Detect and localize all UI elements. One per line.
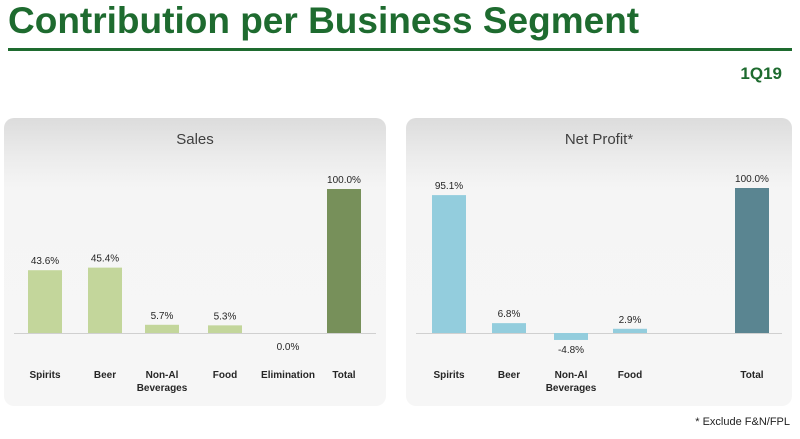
sales-category-label-elimination: Elimination bbox=[261, 370, 315, 381]
profit-category-label-spirits: Spirits bbox=[433, 370, 465, 381]
profit-bar-non-al-beverages bbox=[554, 333, 588, 340]
profit-data-label-total: 100.0% bbox=[735, 174, 769, 185]
net-profit-chart: Net Profit* 95.1% Spirits 6.8% Beer -4.8% Non-… bbox=[416, 131, 782, 394]
page-title: Contribution per Business Segment bbox=[8, 0, 640, 41]
profit-bar-spirits bbox=[432, 195, 466, 333]
sales-category-label-spirits: Spirits bbox=[29, 370, 61, 381]
sales-data-label-beer: 45.4% bbox=[91, 254, 119, 265]
profit-category-label-food: Food bbox=[618, 370, 642, 381]
period-label: 1Q19 bbox=[740, 64, 782, 83]
sales-chart-title: Sales bbox=[176, 131, 214, 148]
profit-data-label-beer: 6.8% bbox=[498, 309, 521, 320]
sales-bar-beer bbox=[88, 267, 122, 333]
sales-category-label-total: Total bbox=[332, 370, 355, 381]
sales-bar-spirits bbox=[28, 270, 62, 333]
sales-chart-panel: Sales 43.6% Spirits 45.4% Beer 5.7% Non-Al Beve… bbox=[4, 118, 386, 406]
profit-category-label-non-al-beverages-line1: Non-Al bbox=[555, 370, 588, 381]
sales-category-label-food: Food bbox=[213, 370, 237, 381]
profit-bar-total bbox=[735, 188, 769, 333]
profit-chart-title: Net Profit* bbox=[565, 131, 634, 148]
profit-category-label-non-al-beverages-line2: Beverages bbox=[546, 383, 597, 394]
profit-bar-beer bbox=[492, 323, 526, 333]
profit-data-label-spirits: 95.1% bbox=[435, 181, 463, 192]
profit-data-label-food: 2.9% bbox=[619, 315, 642, 326]
sales-data-label-spirits: 43.6% bbox=[31, 256, 59, 267]
sales-data-label-elimination: 0.0% bbox=[277, 342, 300, 353]
sales-chart: Sales 43.6% Spirits 45.4% Beer 5.7% Non-Al Beve… bbox=[14, 131, 376, 394]
profit-category-label-beer: Beer bbox=[498, 370, 520, 381]
sales-data-label-total: 100.0% bbox=[327, 175, 361, 186]
sales-category-label-non-al-beverages-line1: Non-Al bbox=[146, 370, 179, 381]
sales-bar-food bbox=[208, 325, 242, 333]
sales-bar-total bbox=[327, 189, 361, 333]
sales-bar-non-al-beverages bbox=[145, 324, 179, 333]
title-divider bbox=[8, 48, 792, 51]
sales-category-label-beer: Beer bbox=[94, 370, 116, 381]
profit-category-label-total: Total bbox=[740, 370, 763, 381]
sales-category-label-non-al-beverages-line2: Beverages bbox=[137, 383, 188, 394]
profit-bar-food bbox=[613, 328, 647, 333]
footnote: * Exclude F&N/FPL bbox=[695, 416, 790, 428]
profit-data-label-non-al-beverages: -4.8% bbox=[558, 345, 584, 356]
sales-data-label-non-al-beverages: 5.7% bbox=[151, 311, 174, 322]
sales-data-label-food: 5.3% bbox=[214, 311, 237, 322]
net-profit-chart-panel: Net Profit* 95.1% Spirits 6.8% Beer -4.8% Non-… bbox=[406, 118, 792, 406]
